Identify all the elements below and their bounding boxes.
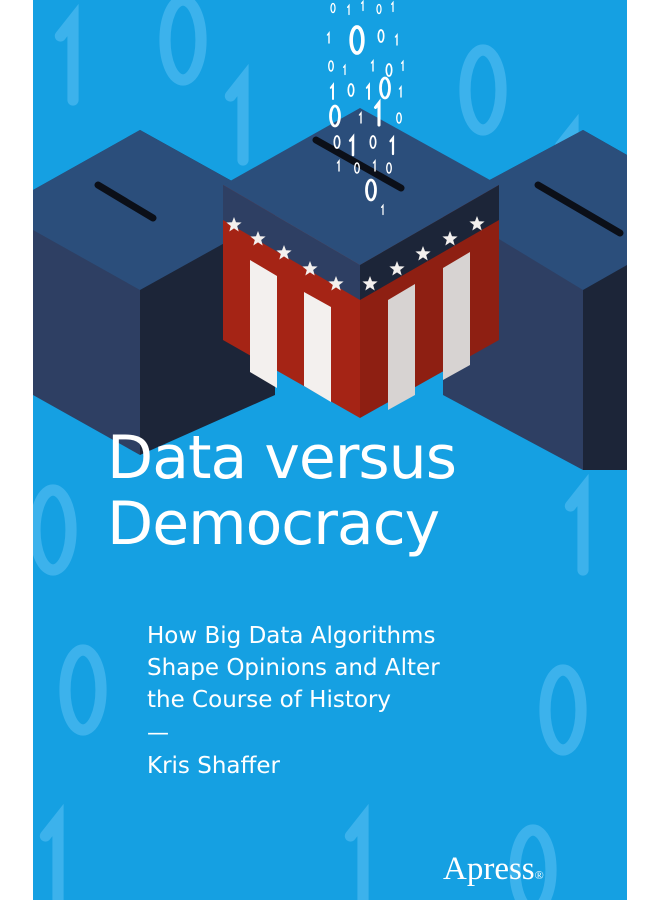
- author-name: Kris Shaffer: [147, 753, 280, 779]
- stream-digit-one-icon: [329, 82, 334, 100]
- stream-digit-one-icon: [365, 82, 370, 100]
- star-icon: [469, 216, 485, 231]
- stream-digit-one-icon: [336, 158, 340, 172]
- star-icon: [389, 261, 405, 276]
- background-digit-zero-icon: [33, 484, 77, 576]
- background-digit-zero-icon: [539, 664, 587, 756]
- background-digit-one-icon: [54, 3, 79, 106]
- star-icon: [328, 276, 344, 291]
- stream-digit-zero-icon: [385, 63, 393, 77]
- stream-digit-zero-icon: [386, 162, 392, 174]
- stream-digit-zero-icon: [379, 76, 391, 100]
- stream-digit-zero-icon: [347, 83, 355, 97]
- background-digit-one-icon: [224, 63, 249, 166]
- background-digit-zero-icon: [159, 0, 207, 86]
- book-cover: Data versus Democracy How Big Data Algor…: [33, 0, 627, 900]
- stream-digit-zero-icon: [377, 29, 385, 43]
- stream-digit-zero-icon: [330, 2, 336, 14]
- binary-digits-stream: [326, 0, 404, 216]
- stream-digit-one-icon: [390, 0, 394, 13]
- subtitle-line-3: the Course of History: [147, 687, 391, 713]
- stream-digit-one-icon: [400, 59, 404, 72]
- stream-digit-one-icon: [358, 110, 362, 124]
- stars-band: [226, 216, 485, 291]
- star-icon: [442, 231, 458, 246]
- stream-digit-zero-icon: [333, 135, 341, 149]
- stream-digit-one-icon: [342, 63, 346, 76]
- stream-digit-one-icon: [346, 3, 350, 16]
- star-icon: [362, 276, 378, 291]
- stream-digit-zero-icon: [396, 112, 402, 124]
- star-icon: [250, 231, 266, 246]
- star-icon: [415, 246, 431, 261]
- publisher-logo: Apress®: [443, 850, 544, 888]
- registered-mark: ®: [534, 868, 544, 882]
- background-digit-zero-icon: [509, 824, 557, 900]
- title-line-1: Data versus: [107, 423, 457, 493]
- book-title: Data versus Democracy: [107, 423, 457, 559]
- star-icon: [226, 217, 242, 232]
- stream-digit-zero-icon: [369, 135, 377, 149]
- stream-digit-zero-icon: [365, 178, 377, 202]
- stream-digit-one-icon: [389, 134, 395, 156]
- stream-digit-one-icon: [348, 133, 355, 157]
- stream-digit-zero-icon: [376, 3, 382, 15]
- background-digit-one-icon: [39, 803, 64, 900]
- publisher-name: Apress: [443, 851, 535, 887]
- star-icon: [302, 261, 318, 276]
- stream-digit-one-icon: [398, 84, 402, 98]
- subtitle-line-2: Shape Opinions and Alter: [147, 655, 440, 681]
- stream-digit-one-icon: [380, 203, 384, 216]
- title-line-2: Democracy: [107, 489, 440, 559]
- center-ballot-box: [223, 185, 499, 418]
- background-digit-zero-icon: [459, 44, 507, 136]
- stream-digit-one-icon: [360, 0, 364, 12]
- stream-digit-one-icon: [394, 32, 398, 46]
- ballot-box-illustration: [33, 0, 627, 900]
- background-digit-zero-icon: [59, 644, 107, 736]
- book-subtitle: How Big Data Algorithms Shape Opinions a…: [147, 620, 440, 716]
- stream-digit-zero-icon: [329, 104, 341, 128]
- stream-digit-one-icon: [373, 98, 381, 127]
- stream-digit-zero-icon: [354, 162, 360, 174]
- stream-digit-one-icon: [326, 30, 330, 44]
- stream-digit-zero-icon: [349, 25, 365, 55]
- separator-dash: —: [147, 721, 169, 746]
- star-icon: [276, 245, 292, 260]
- background-digit-one-icon: [344, 803, 369, 900]
- subtitle-line-1: How Big Data Algorithms: [147, 623, 436, 649]
- background-digit-one-icon: [564, 473, 589, 576]
- stream-digit-zero-icon: [328, 60, 334, 72]
- stream-digit-one-icon: [372, 158, 376, 172]
- stream-digit-one-icon: [370, 58, 374, 72]
